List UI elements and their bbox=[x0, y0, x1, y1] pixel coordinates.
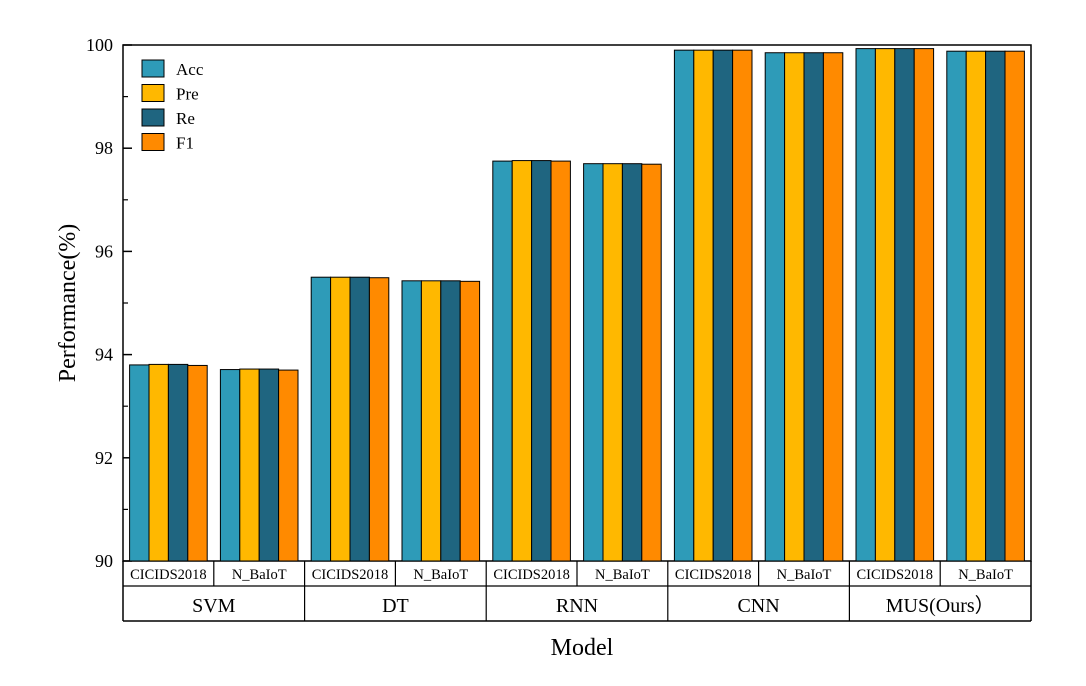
x-group-label: SVM bbox=[192, 595, 236, 617]
bar-pre bbox=[511, 160, 533, 562]
bar-re bbox=[803, 52, 824, 562]
legend-label-pre: Pre bbox=[176, 85, 199, 104]
x-category-label: CICIDS2018 bbox=[493, 567, 570, 583]
bar-pre bbox=[330, 276, 351, 562]
y-tick-label: 98 bbox=[95, 138, 113, 158]
legend-label-f1: F1 bbox=[176, 134, 194, 153]
bar-acc bbox=[492, 160, 513, 562]
bar-re bbox=[167, 363, 189, 562]
bar-f1 bbox=[368, 277, 390, 562]
x-category-label: CICIDS2018 bbox=[130, 567, 207, 583]
bar-f1 bbox=[459, 280, 481, 562]
x-category-label: CICIDS2018 bbox=[312, 567, 389, 583]
bar-re bbox=[985, 50, 1006, 562]
x-group-label: CNN bbox=[737, 595, 779, 617]
legend-swatch-pre bbox=[141, 84, 165, 102]
y-tick-label: 96 bbox=[95, 241, 113, 261]
bar-re bbox=[258, 368, 280, 562]
bar-acc bbox=[855, 48, 876, 562]
x-category-label: N_BaIoT bbox=[413, 567, 468, 583]
bar-pre bbox=[602, 163, 623, 562]
y-tick-label: 92 bbox=[95, 448, 113, 468]
x-axis-category-table: CICIDS2018 N_BaIoT CICIDS2018 N_BaIoT CICIDS… bbox=[122, 561, 1032, 622]
legend-label-acc: Acc bbox=[176, 60, 204, 79]
bar-acc bbox=[129, 364, 150, 562]
y-axis-title: Performance(%) bbox=[55, 224, 81, 383]
bar-f1 bbox=[913, 48, 935, 562]
legend-label-re: Re bbox=[176, 109, 195, 128]
y-tick-label: 90 bbox=[95, 551, 113, 571]
bar-pre bbox=[148, 363, 169, 562]
bar-re bbox=[349, 276, 370, 562]
legend-swatch-acc bbox=[141, 59, 165, 78]
x-category-label: N_BaIoT bbox=[777, 567, 832, 583]
x-category-label: N_BaIoT bbox=[595, 567, 650, 583]
x-category-label: CICIDS2018 bbox=[857, 567, 934, 583]
legend-swatch-f1 bbox=[141, 133, 165, 151]
bar-pre bbox=[965, 50, 987, 562]
bar-f1 bbox=[732, 49, 753, 562]
bar-f1 bbox=[550, 160, 571, 562]
bar-acc bbox=[673, 49, 695, 562]
x-axis-title: Model bbox=[551, 635, 614, 661]
bar-f1 bbox=[187, 364, 208, 562]
bar-re bbox=[894, 48, 915, 562]
bar-f1 bbox=[1004, 50, 1025, 562]
bar-f1 bbox=[278, 369, 299, 562]
x-group-label: DT bbox=[382, 595, 409, 617]
y-axis: 90 92 94 96 98 100 bbox=[86, 35, 132, 571]
x-group-label: MUS(Ours） bbox=[886, 594, 995, 617]
bar-f1 bbox=[822, 52, 844, 562]
bar-pre bbox=[874, 48, 896, 562]
x-group-label: RNN bbox=[556, 595, 598, 617]
bar-pre bbox=[693, 49, 714, 562]
y-tick-label: 94 bbox=[95, 345, 113, 365]
x-category-label: N_BaIoT bbox=[958, 567, 1013, 583]
bar-f1 bbox=[641, 163, 662, 562]
bar-pre bbox=[239, 368, 260, 562]
bar-acc bbox=[946, 50, 967, 562]
x-category-label: CICIDS2018 bbox=[675, 567, 752, 583]
x-category-label: N_BaIoT bbox=[232, 567, 287, 583]
bar-pre bbox=[420, 280, 442, 562]
y-tick-label: 100 bbox=[86, 35, 113, 55]
bar-series-group bbox=[129, 48, 1025, 562]
legend-swatch-re bbox=[141, 108, 165, 127]
bar-re bbox=[621, 163, 643, 562]
bar-pre bbox=[784, 52, 805, 562]
bar-acc bbox=[310, 276, 332, 562]
bar-acc bbox=[401, 280, 422, 562]
bar-re bbox=[440, 280, 461, 562]
bar-re bbox=[531, 160, 552, 562]
bar-re bbox=[712, 49, 734, 562]
bar-acc bbox=[219, 369, 241, 562]
bar-acc bbox=[583, 163, 604, 562]
bar-acc bbox=[764, 52, 786, 562]
legend: Acc Pre Re F1 bbox=[141, 59, 204, 153]
